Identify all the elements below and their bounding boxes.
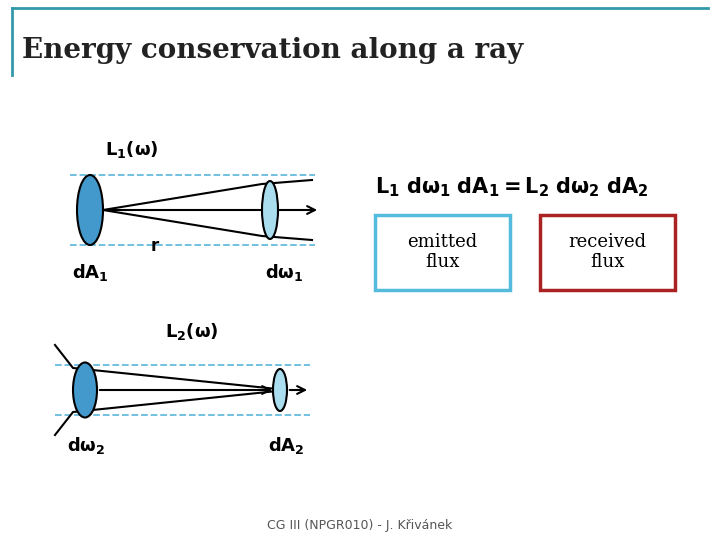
Text: $\mathbf{L_2(\omega)}$: $\mathbf{L_2(\omega)}$ xyxy=(165,321,219,342)
FancyBboxPatch shape xyxy=(540,215,675,290)
FancyBboxPatch shape xyxy=(375,215,510,290)
Text: emitted
flux: emitted flux xyxy=(407,233,477,272)
Text: $\mathbf{r}$: $\mathbf{r}$ xyxy=(150,238,160,255)
Ellipse shape xyxy=(73,362,97,417)
Text: $\mathbf{L_1\ d\omega_1\ dA_1 = L_2\ d\omega_2\ dA_2}$: $\mathbf{L_1\ d\omega_1\ dA_1 = L_2\ d\o… xyxy=(375,175,649,199)
Text: received
flux: received flux xyxy=(568,233,646,272)
Text: $\mathbf{dA_2}$: $\mathbf{dA_2}$ xyxy=(268,435,305,456)
Text: $\mathbf{d\omega_1}$: $\mathbf{d\omega_1}$ xyxy=(265,262,304,283)
Ellipse shape xyxy=(77,175,103,245)
Text: CG III (NPGR010) - J. Křivánek: CG III (NPGR010) - J. Křivánek xyxy=(267,518,453,531)
Text: $\mathbf{d\omega_2}$: $\mathbf{d\omega_2}$ xyxy=(67,435,105,456)
Text: $\mathbf{L_1(\omega)}$: $\mathbf{L_1(\omega)}$ xyxy=(105,139,158,160)
Text: $\mathbf{dA_1}$: $\mathbf{dA_1}$ xyxy=(72,262,109,283)
Ellipse shape xyxy=(262,181,278,239)
Ellipse shape xyxy=(273,369,287,411)
Text: Energy conservation along a ray: Energy conservation along a ray xyxy=(22,37,523,64)
